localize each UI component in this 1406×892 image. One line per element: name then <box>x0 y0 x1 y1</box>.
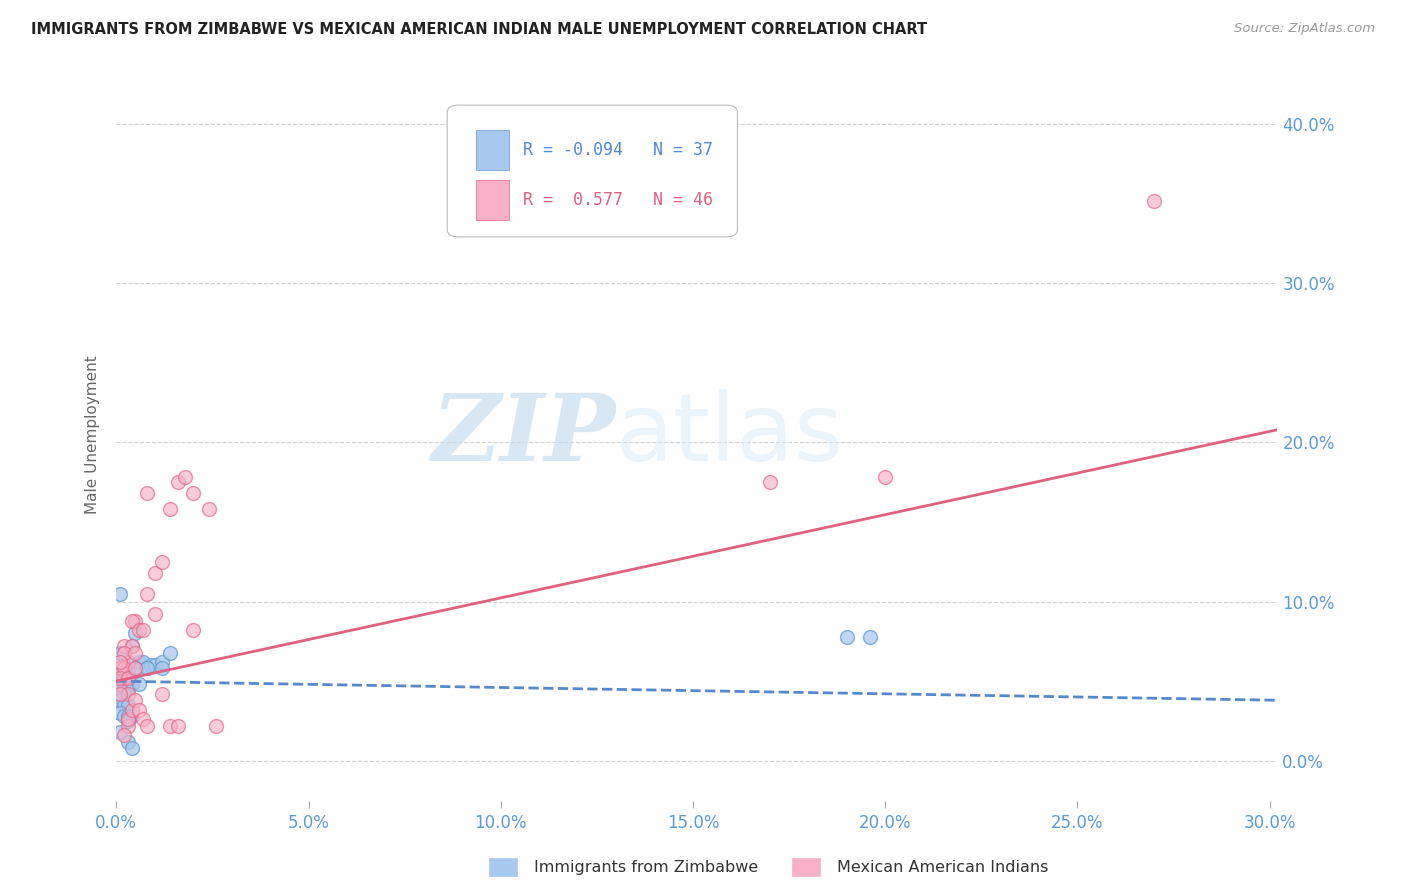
Point <box>835 630 858 644</box>
Point <box>759 475 782 490</box>
Point <box>112 658 135 673</box>
Point <box>143 658 166 673</box>
Point <box>136 661 159 675</box>
Point <box>108 655 131 669</box>
Point <box>128 655 150 669</box>
Point <box>112 671 135 685</box>
Point <box>108 690 131 704</box>
Point <box>108 661 131 675</box>
Point <box>117 666 139 681</box>
Point <box>152 555 174 569</box>
Point <box>205 719 228 733</box>
Text: IMMIGRANTS FROM ZIMBABWE VS MEXICAN AMERICAN INDIAN MALE UNEMPLOYMENT CORRELATIO: IMMIGRANTS FROM ZIMBABWE VS MEXICAN AMER… <box>31 22 927 37</box>
Point <box>108 674 131 689</box>
Point <box>108 725 131 739</box>
Point <box>132 655 155 669</box>
Point <box>859 630 882 644</box>
Point <box>124 693 146 707</box>
Point <box>117 712 139 726</box>
Point <box>152 655 174 669</box>
Text: ZIP: ZIP <box>432 390 616 480</box>
Text: atlas: atlas <box>616 389 844 481</box>
Point <box>136 486 159 500</box>
Point <box>124 661 146 675</box>
Point <box>181 486 204 500</box>
Point <box>166 719 188 733</box>
Point <box>117 714 139 728</box>
Point <box>128 703 150 717</box>
Point <box>117 698 139 712</box>
Point <box>117 709 139 723</box>
Point <box>136 587 159 601</box>
Point <box>181 624 204 638</box>
Point <box>108 693 131 707</box>
Point <box>112 661 135 675</box>
Point <box>166 475 188 490</box>
Point <box>139 658 162 673</box>
Point <box>121 639 143 653</box>
Point <box>136 661 159 675</box>
Point <box>108 587 131 601</box>
Point <box>121 703 143 717</box>
Point <box>117 719 139 733</box>
Point <box>124 626 146 640</box>
Point <box>112 709 135 723</box>
Point <box>121 614 143 628</box>
Point <box>875 470 897 484</box>
Point <box>117 687 139 701</box>
Point <box>143 607 166 622</box>
Point <box>112 698 135 712</box>
Point <box>112 728 135 742</box>
Text: R =  0.577   N = 46: R = 0.577 N = 46 <box>523 191 713 210</box>
Point <box>132 624 155 638</box>
Point <box>159 719 181 733</box>
Point <box>108 706 131 720</box>
Point <box>117 655 139 669</box>
Point <box>121 677 143 691</box>
Point <box>112 677 135 691</box>
Point <box>159 646 181 660</box>
Point <box>108 661 131 675</box>
Point <box>128 677 150 691</box>
Point <box>117 671 139 685</box>
Point <box>132 712 155 726</box>
Text: Immigrants from Zimbabwe: Immigrants from Zimbabwe <box>534 860 758 874</box>
Point <box>128 624 150 638</box>
Y-axis label: Male Unemployment: Male Unemployment <box>86 355 100 514</box>
Point <box>143 566 166 580</box>
Point <box>108 666 131 681</box>
Point <box>159 502 181 516</box>
Point <box>136 719 159 733</box>
Point <box>197 502 219 516</box>
Point <box>117 682 139 697</box>
Text: Source: ZipAtlas.com: Source: ZipAtlas.com <box>1234 22 1375 36</box>
Point <box>108 646 131 660</box>
Point <box>117 734 139 748</box>
Point <box>108 671 131 685</box>
Text: Mexican American Indians: Mexican American Indians <box>837 860 1047 874</box>
Point <box>112 687 135 701</box>
FancyBboxPatch shape <box>477 180 509 220</box>
FancyBboxPatch shape <box>447 105 738 237</box>
Point <box>1143 194 1166 208</box>
Point <box>121 639 143 653</box>
Point <box>108 687 131 701</box>
Point <box>124 661 146 675</box>
FancyBboxPatch shape <box>477 130 509 170</box>
Point <box>121 741 143 756</box>
Point <box>174 470 197 484</box>
Point <box>152 687 174 701</box>
Point <box>108 677 131 691</box>
Point <box>124 646 146 660</box>
Point <box>124 614 146 628</box>
Point <box>112 639 135 653</box>
Point <box>152 661 174 675</box>
Point <box>121 709 143 723</box>
Point <box>112 646 135 660</box>
Text: R = -0.094   N = 37: R = -0.094 N = 37 <box>523 141 713 159</box>
